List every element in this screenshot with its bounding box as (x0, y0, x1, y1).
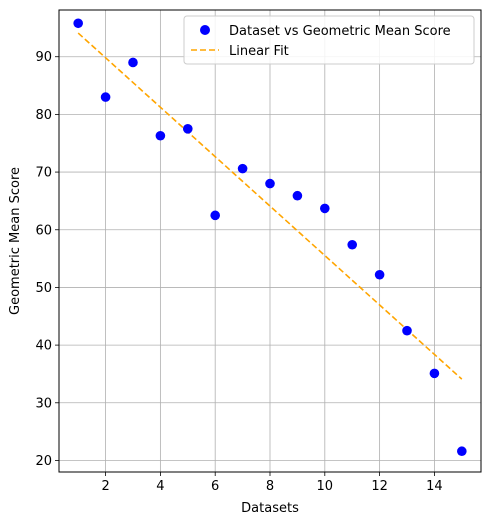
legend-box (183, 15, 475, 65)
x-axis-label: Datasets (241, 501, 299, 516)
x-tick-label: 10 (317, 479, 334, 494)
x-tick-label: 12 (371, 479, 388, 494)
data-point (128, 57, 138, 68)
data-point (265, 178, 275, 189)
y-tick-label: 30 (35, 396, 52, 411)
legend-marker-scatter (200, 25, 210, 35)
y-tick-label: 20 (35, 454, 52, 469)
data-point (429, 368, 440, 379)
data-point (210, 210, 220, 221)
data-point (402, 325, 412, 336)
x-tick-label: 2 (101, 479, 109, 494)
y-tick-label: 90 (35, 50, 52, 65)
legend: Dataset vs Geometric Mean Score Linear F… (183, 15, 475, 65)
legend-label-line: Linear Fit (229, 44, 289, 59)
y-tick-label: 70 (35, 166, 52, 181)
x-tick-label: 6 (211, 479, 219, 494)
x-axis-ticks: 2 4 6 8 10 12 14 (101, 472, 443, 494)
data-point (347, 239, 358, 250)
data-point (182, 124, 193, 134)
y-axis-label: Geometric Mean Score (8, 167, 23, 315)
fit-line (77, 32, 463, 380)
y-tick-label: 60 (35, 223, 52, 238)
legend-label-scatter: Dataset vs Geometric Mean Score (229, 24, 451, 39)
data-point (320, 203, 330, 214)
data-point (155, 130, 166, 141)
x-tick-label: 14 (426, 479, 443, 494)
grid (59, 10, 481, 472)
data-point (457, 446, 467, 457)
data-point (73, 18, 83, 29)
x-tick-label: 8 (266, 479, 274, 494)
data-point (292, 190, 303, 201)
points (73, 18, 467, 457)
y-axis-ticks: 20 30 40 50 60 70 80 90 (35, 50, 59, 469)
fit-layer (77, 32, 463, 380)
y-tick-label: 80 (35, 108, 52, 123)
data-point (374, 269, 385, 280)
data-point (100, 92, 111, 102)
data-point (237, 163, 248, 174)
y-tick-label: 50 (35, 281, 52, 296)
y-tick-label: 40 (35, 339, 52, 354)
x-tick-label: 4 (156, 479, 164, 494)
